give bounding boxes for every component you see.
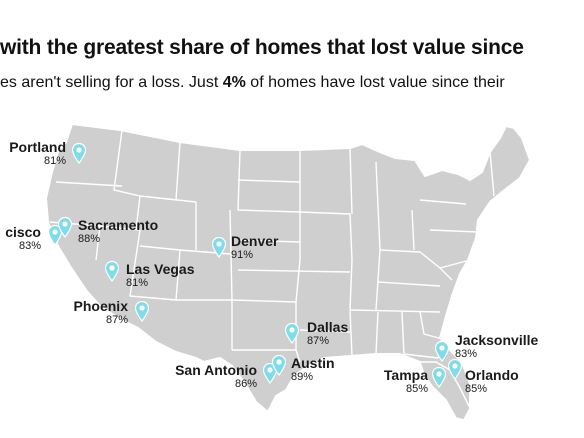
city-percent: 85%	[465, 383, 488, 395]
city-percent: 91%	[231, 249, 254, 261]
us-mainland-shape	[45, 123, 531, 413]
city-name: Jacksonville	[455, 332, 539, 348]
city-percent: 89%	[291, 371, 314, 383]
city-percent: 87%	[105, 314, 128, 326]
city-name: cisco	[5, 224, 41, 240]
city-label-jacksonville: Jacksonville 83%	[455, 333, 538, 361]
city-label-austin: Austin 89%	[291, 356, 335, 384]
city-name: Denver	[231, 233, 279, 249]
map-pin-icon-denver	[211, 236, 227, 263]
city-label-san-francisco: cisco 83%	[0, 225, 41, 253]
city-percent: 83%	[455, 348, 478, 360]
subhead-highlight-percent: 4%	[222, 74, 246, 91]
city-percent: 83%	[18, 240, 41, 252]
city-name: San Antonio	[175, 362, 257, 378]
map-pin-icon-austin	[271, 354, 287, 381]
map-pin-icon-sacramento	[57, 216, 73, 243]
city-percent: 81%	[43, 155, 66, 167]
city-label-portland: Portland 81%	[0, 140, 66, 168]
city-name: Orlando	[465, 367, 519, 383]
map-pin-icon-san-antonio	[262, 362, 278, 389]
city-name: Tampa	[383, 367, 428, 383]
page-subhead: es aren't selling for a loss. Just 4% of…	[0, 74, 505, 92]
map-pin-icon-orlando	[447, 358, 463, 385]
city-name: Las Vegas	[126, 261, 195, 277]
city-label-las-vegas: Las Vegas 81%	[126, 262, 195, 290]
map-pin-icon-phoenix	[134, 300, 150, 327]
subhead-text-start: es aren't selling for a loss. Just	[0, 74, 223, 91]
map-pin-icon-san-francisco	[47, 224, 63, 251]
city-percent: 81%	[126, 277, 149, 289]
page-headline: with the greatest share of homes that lo…	[0, 36, 524, 59]
city-name: Sacramento	[78, 217, 159, 233]
city-label-orlando: Orlando 85%	[465, 368, 519, 396]
map-pin-icon-tampa	[431, 366, 447, 393]
city-name: Dallas	[307, 319, 349, 335]
map-pin-icon-dallas	[284, 322, 300, 349]
city-percent: 86%	[234, 378, 257, 390]
city-label-tampa: Tampa 85%	[360, 368, 428, 396]
city-name: Portland	[9, 139, 66, 155]
city-label-denver: Denver 91%	[231, 234, 278, 262]
map-pin-icon-portland	[71, 142, 87, 169]
city-percent: 85%	[405, 383, 428, 395]
city-name: Phoenix	[73, 298, 128, 314]
map-pin-icon-las-vegas	[104, 260, 120, 287]
city-percent: 87%	[307, 335, 330, 347]
city-label-san-antonio: San Antonio 86%	[150, 363, 257, 391]
subhead-text-end: of homes have lost value since their	[245, 74, 505, 91]
city-percent: 88%	[78, 233, 101, 245]
city-label-dallas: Dallas 87%	[307, 320, 348, 348]
city-label-sacramento: Sacramento 88%	[78, 218, 158, 246]
city-name: Austin	[291, 355, 335, 371]
map-pin-icon-jacksonville	[434, 340, 450, 367]
city-label-phoenix: Phoenix 87%	[40, 299, 128, 327]
